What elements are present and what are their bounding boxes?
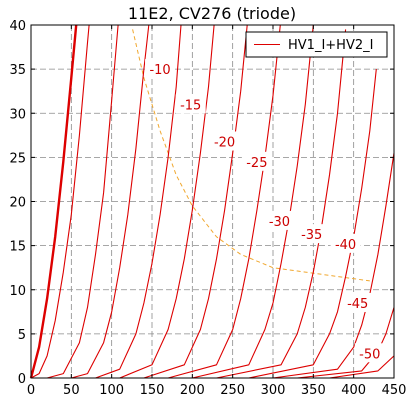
series-layer bbox=[29, 24, 395, 379]
curve-label: -20 bbox=[214, 135, 235, 150]
y-tick-label: 10 bbox=[9, 284, 26, 299]
curve-label: -10 bbox=[149, 63, 170, 78]
x-tick-label: 200 bbox=[180, 383, 205, 398]
curve-label-bg bbox=[241, 151, 272, 171]
curve-label-bg bbox=[330, 233, 361, 253]
curve-label-bg bbox=[342, 292, 373, 312]
series-curve-0 bbox=[29, 24, 78, 379]
curve-label: -45 bbox=[347, 297, 368, 312]
curve-label-bg bbox=[209, 131, 240, 151]
series-curve-2 bbox=[46, 24, 119, 379]
y-tick-label: 0 bbox=[18, 372, 26, 387]
series-curve-9 bbox=[216, 29, 347, 379]
x-tick-label: 0 bbox=[27, 383, 35, 398]
x-tick-label: 450 bbox=[382, 383, 407, 398]
series-curve-7 bbox=[167, 24, 281, 379]
curve-label: -15 bbox=[180, 98, 201, 113]
y-tick-label: 40 bbox=[9, 19, 26, 34]
curve-label: -50 bbox=[359, 347, 380, 362]
y-tick-label: 20 bbox=[9, 196, 26, 211]
axis-ticks: 0 50 100 150 200 250 300 350 400 450 0 5 10 15 20 25 30 3… bbox=[9, 19, 406, 398]
curve-label: -25 bbox=[246, 156, 267, 171]
legend-label: HV1_I+HV2_I bbox=[288, 38, 373, 53]
curve-label: -35 bbox=[301, 228, 322, 243]
y-tick-label: 5 bbox=[18, 328, 26, 343]
series-curve-3 bbox=[71, 24, 150, 379]
y-tick-label: 25 bbox=[9, 151, 26, 166]
series-curve-10 bbox=[248, 69, 377, 379]
y-tick-label: 35 bbox=[9, 63, 26, 78]
chart-title: 11E2, CV276 (triode) bbox=[128, 4, 296, 23]
load-guide-line bbox=[132, 29, 370, 282]
series-curve-4 bbox=[95, 24, 182, 379]
curve-label-bg bbox=[296, 224, 327, 244]
curve-label-bg bbox=[264, 210, 295, 230]
curve-label-bg bbox=[175, 94, 206, 114]
curve-label-bg bbox=[145, 59, 176, 79]
x-tick-label: 300 bbox=[261, 383, 286, 398]
x-tick-label: 150 bbox=[140, 383, 165, 398]
series-curve-5 bbox=[119, 24, 215, 379]
series-curve-8 bbox=[192, 24, 314, 379]
curve-label: -30 bbox=[269, 215, 290, 230]
curve-labels: -10 -15 -20 -25 -30 -35 -40 -45 -50 bbox=[145, 59, 385, 363]
curve-label: -40 bbox=[335, 238, 356, 253]
y-tick-label: 30 bbox=[9, 107, 26, 122]
y-tick-label: 15 bbox=[9, 240, 26, 255]
x-tick-label: 50 bbox=[63, 383, 80, 398]
x-tick-label: 350 bbox=[301, 383, 326, 398]
guide-line-layer bbox=[132, 29, 370, 282]
series-curve-12 bbox=[297, 307, 395, 379]
legend: HV1_I+HV2_I bbox=[245, 31, 388, 58]
series-curve-13 bbox=[329, 355, 395, 379]
x-tick-label: 100 bbox=[99, 383, 124, 398]
x-tick-label: 250 bbox=[220, 383, 245, 398]
grid-lines bbox=[31, 25, 394, 378]
series-curve-6 bbox=[143, 24, 248, 379]
series-curve-1 bbox=[30, 24, 90, 379]
curve-label-bg bbox=[354, 343, 385, 363]
x-tick-label: 400 bbox=[341, 383, 366, 398]
